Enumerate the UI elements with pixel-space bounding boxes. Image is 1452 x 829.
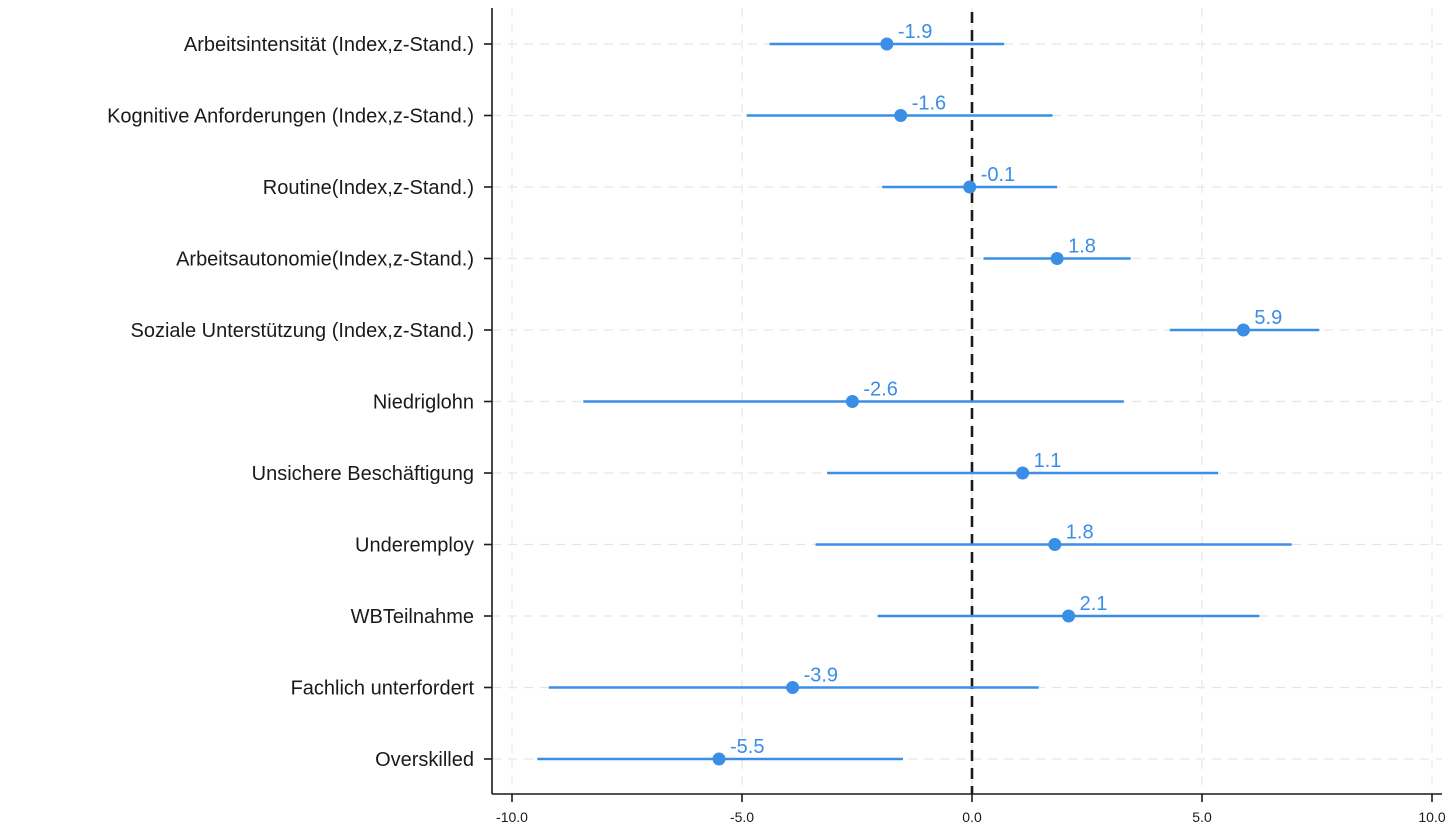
label-layer: -1.9 -1.6 -0.1 1.8 5.9 -2.6 1.1 1.8 2.1 -3.9 -5.5 <box>730 21 1282 758</box>
point-estimate <box>712 752 726 766</box>
point-estimate <box>786 681 800 694</box>
point-estimate <box>963 180 977 194</box>
category-label: Soziale Unterstützung (Index,z-Stand.) <box>130 320 474 342</box>
category-label: Arbeitsautonomie(Index,z-Stand.) <box>176 249 474 271</box>
x-tick-label: 10.0 <box>1418 809 1445 825</box>
point-estimate <box>1048 538 1062 551</box>
value-label: -3.9 <box>804 665 838 687</box>
value-label: 2.1 <box>1080 593 1108 615</box>
value-label: -1.9 <box>898 21 932 43</box>
x-tick-label: -10.0 <box>496 809 528 825</box>
category-label: WBTeilnahme <box>351 606 474 628</box>
value-label: -0.1 <box>981 164 1015 186</box>
category-label: Fachlich unterfordert <box>291 678 475 700</box>
point-estimate <box>1236 323 1250 337</box>
category-label: Routine(Index,z-Stand.) <box>263 177 474 199</box>
point-estimate <box>1016 466 1030 480</box>
category-label: Unsichere Beschäftigung <box>252 463 474 485</box>
value-label: -2.6 <box>863 379 897 401</box>
point-layer <box>712 37 1250 766</box>
value-label: 1.8 <box>1068 236 1096 258</box>
category-label: Niedriglohn <box>373 392 474 414</box>
x-tick-label: 5.0 <box>1192 809 1212 825</box>
point-estimate <box>880 37 894 51</box>
value-label: 5.9 <box>1254 307 1282 329</box>
axis-layer: -10.0 -5.0 0.0 5.0 10.0 Arbeitsintensität (In… <box>107 8 1446 825</box>
value-label: 1.8 <box>1066 522 1094 544</box>
value-label: -1.6 <box>912 93 946 115</box>
value-label: -5.5 <box>730 736 764 758</box>
point-estimate <box>894 109 908 122</box>
category-label: Arbeitsintensität (Index,z-Stand.) <box>184 34 474 56</box>
category-label: Overskilled <box>375 749 474 771</box>
x-tick-label: 0.0 <box>962 809 982 825</box>
point-estimate <box>845 395 859 408</box>
point-estimate <box>1062 609 1076 623</box>
value-label: 1.1 <box>1034 450 1062 472</box>
category-label: Kognitive Anforderungen (Index,z-Stand.) <box>107 106 474 128</box>
point-estimate <box>1050 252 1064 265</box>
x-tick-label: -5.0 <box>730 809 754 825</box>
category-label: Underemploy <box>355 535 474 557</box>
